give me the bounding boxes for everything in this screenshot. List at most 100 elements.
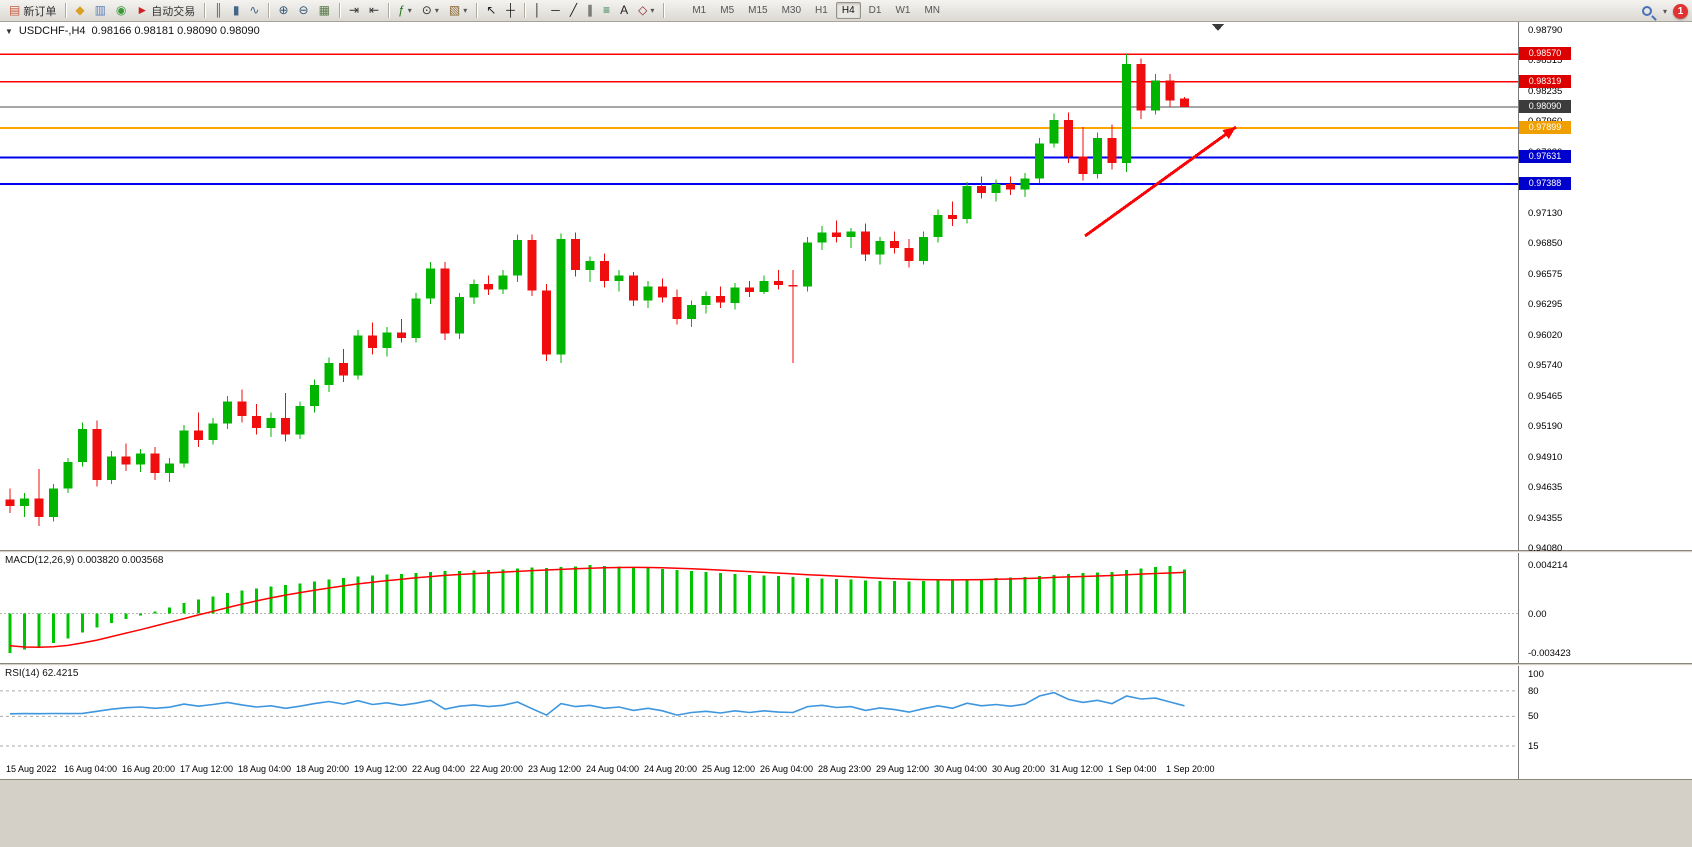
time-axis-label: 18 Aug 20:00 <box>296 764 350 774</box>
time-axis-label: 18 Aug 04:00 <box>238 764 292 774</box>
timeframe-m15[interactable]: M15 <box>748 5 768 16</box>
timeframe-m1[interactable]: M1 <box>692 5 707 16</box>
trendline-button[interactable]: ╱ <box>565 1 582 20</box>
horizontal-line-button[interactable]: ─ <box>546 1 565 20</box>
macd-scale-label: -0.003423 <box>1528 648 1571 659</box>
navigator-button[interactable]: ◉ <box>111 1 131 20</box>
chevron-down-icon[interactable]: ▾ <box>1662 6 1667 16</box>
market-watch-button[interactable]: ◆ <box>70 1 89 20</box>
macd-scale-label: 0.004214 <box>1528 560 1568 571</box>
rsi-axis: 100 80 50 15 <box>1518 666 1692 760</box>
timeframe-h4[interactable]: H4 <box>835 2 861 19</box>
templates-button[interactable]: ▧ ▾ <box>444 1 472 20</box>
macd-chart-canvas[interactable] <box>0 553 1518 663</box>
auto-trading-label: 自动交易 <box>151 5 196 18</box>
auto-scroll-button[interactable]: ⇥ <box>344 1 364 20</box>
chevron-down-icon: ▾ <box>434 6 439 15</box>
zoom-in-icon: ⊕ <box>278 3 289 17</box>
rsi-chart-canvas[interactable] <box>0 666 1518 760</box>
timeframe-m30[interactable]: M30 <box>781 5 802 16</box>
toolbar-separator <box>65 3 67 18</box>
cursor-button[interactable]: ↖ <box>481 1 501 20</box>
auto-trading-button[interactable]: ► 自动交易 <box>131 1 200 20</box>
text-label-icon: A <box>620 3 629 17</box>
toolbar-separator <box>268 3 270 18</box>
time-axis-label: 31 Aug 12:00 <box>1050 764 1104 774</box>
chevron-down-icon: ▾ <box>463 6 468 15</box>
time-axis-label: 30 Aug 20:00 <box>992 764 1046 774</box>
tile-windows-button[interactable]: ▦ <box>314 1 335 20</box>
equidistant-channel-button[interactable]: ∥ <box>582 1 598 20</box>
arrows-tool-button[interactable]: ◇ ▾ <box>633 1 659 20</box>
price-axis-label: 0.95740 <box>1528 360 1563 372</box>
price-line-badge: 0.98570 <box>1519 47 1571 61</box>
one-click-trading-toggle[interactable]: ▼ <box>5 26 13 36</box>
price-line-badge: 0.97899 <box>1519 120 1571 134</box>
zoom-in-button[interactable]: ⊕ <box>273 1 293 20</box>
toolbar-separator <box>338 3 340 18</box>
vertical-line-button[interactable]: │ <box>529 1 547 20</box>
candlestick-chart-button[interactable]: ▮ <box>228 1 245 20</box>
price-line-badge: 0.98090 <box>1519 99 1571 113</box>
price-axis-label: 0.96020 <box>1528 329 1563 341</box>
indicators-button[interactable]: ƒ ▾ <box>393 1 417 20</box>
text-label-button[interactable]: A <box>615 1 633 20</box>
new-order-button[interactable]: ▤ 新订单 <box>4 1 61 20</box>
candlestick-chart-canvas[interactable] <box>0 22 1518 550</box>
price-line-badge: 0.98319 <box>1519 74 1571 88</box>
candlestick-chart-icon: ▮ <box>232 3 240 17</box>
periods-button[interactable]: ⊙ ▾ <box>417 1 444 20</box>
chevron-down-icon: ▾ <box>650 6 655 15</box>
price-axis-label: 0.94910 <box>1528 451 1563 463</box>
time-axis-label: 19 Aug 12:00 <box>354 764 408 774</box>
price-axis-label: 0.97130 <box>1528 207 1563 219</box>
line-chart-button[interactable]: ∿ <box>244 1 264 20</box>
panel-splitter[interactable] <box>0 550 1692 553</box>
bar-chart-button[interactable]: ║ <box>209 1 228 20</box>
price-axis-label: 0.95465 <box>1528 390 1563 402</box>
chart-shift-button[interactable]: ⇤ <box>364 1 384 20</box>
price-axis-label: 0.96850 <box>1528 238 1563 250</box>
time-axis[interactable]: 15 Aug 2022 16 Aug 04:00 16 Aug 20:00 17 Au… <box>0 760 1692 780</box>
search-button[interactable] <box>1637 2 1657 21</box>
notification-badge[interactable]: 1 <box>1673 3 1688 19</box>
main-price-axis: 0.987900.985150.982350.979600.976800.974… <box>1518 22 1692 554</box>
main-chart-panel[interactable]: ▼ USDCHF-,H4 0.98166 0.98181 0.98090 0.9… <box>0 22 1692 554</box>
toolbar-separator <box>523 3 525 18</box>
navigator-icon: ◉ <box>115 3 127 17</box>
timeframe-d1[interactable]: D1 <box>868 5 882 16</box>
data-window-button[interactable]: ▥ <box>90 1 111 20</box>
fibonacci-button[interactable]: ≡ <box>598 1 615 20</box>
price-axis-label: 0.94635 <box>1528 481 1563 493</box>
horizontal-line-icon: ─ <box>551 3 560 17</box>
auto-trading-icon: ► <box>136 3 149 17</box>
panel-splitter[interactable] <box>0 663 1692 666</box>
price-axis-label: 0.94080 <box>1528 543 1563 554</box>
chevron-down-icon: ▾ <box>407 6 412 15</box>
rsi-scale-label: 50 <box>1528 711 1539 723</box>
toolbar-separator <box>388 3 390 18</box>
crosshair-button[interactable]: ┼ <box>501 1 520 20</box>
toolbar-separator <box>476 3 478 18</box>
zoom-out-button[interactable]: ⊖ <box>294 1 314 20</box>
timeframe-h1[interactable]: H1 <box>815 5 828 16</box>
time-axis-label: 22 Aug 04:00 <box>412 764 466 774</box>
rsi-scale-label: 100 <box>1528 669 1544 680</box>
toolbar-right: ▾ 1 <box>1637 0 1688 22</box>
time-axis-label: 16 Aug 20:00 <box>122 764 176 774</box>
rsi-label: RSI(14) 62.4215 <box>5 668 79 679</box>
price-line-badge: 0.97631 <box>1519 150 1571 164</box>
new-order-icon: ▤ <box>9 3 21 17</box>
timeframe-mn[interactable]: MN <box>924 5 940 16</box>
periods-icon: ⊙ <box>421 3 432 17</box>
macd-panel[interactable]: MACD(12,26,9) 0.003820 0.003568 0.004214… <box>0 553 1692 663</box>
new-order-label: 新订单 <box>23 5 57 18</box>
timeframe-m5[interactable]: M5 <box>720 5 735 16</box>
timeframe-w1[interactable]: W1 <box>895 5 911 16</box>
vertical-line-icon: │ <box>533 3 542 17</box>
data-window-icon: ▥ <box>94 3 106 17</box>
line-chart-icon: ∿ <box>249 3 260 17</box>
rsi-panel[interactable]: RSI(14) 62.4215 100 80 50 15 <box>0 666 1692 760</box>
ohlc-values: 0.98166 0.98181 0.98090 0.98090 <box>91 25 260 37</box>
bar-chart-icon: ║ <box>214 3 223 17</box>
